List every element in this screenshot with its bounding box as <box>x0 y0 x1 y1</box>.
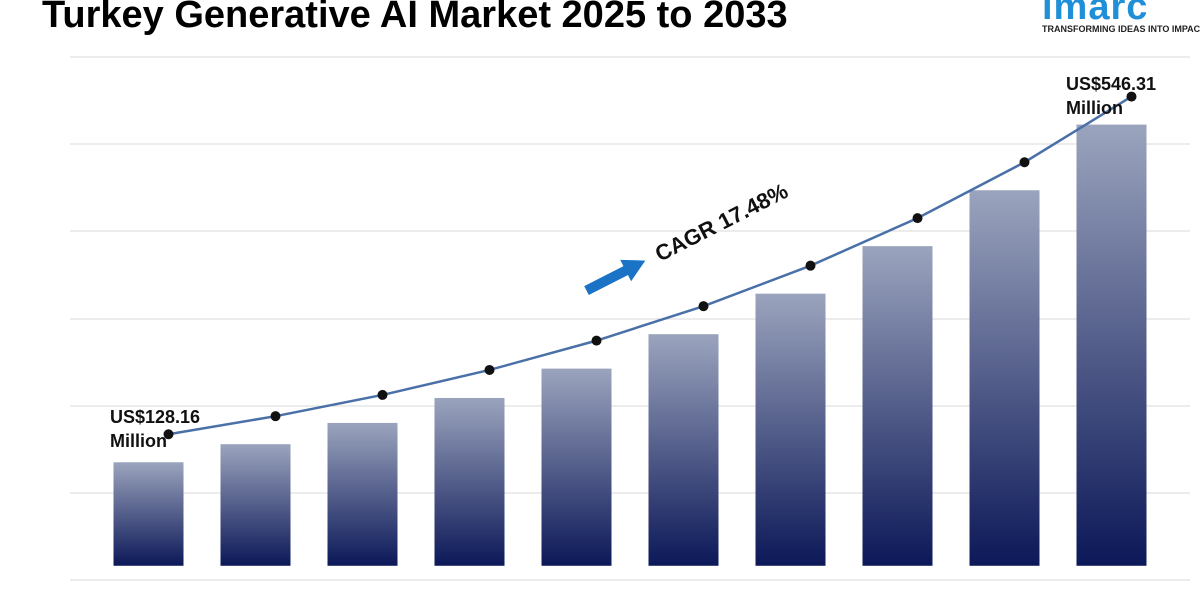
end-value-label: US$546.31 Million <box>1066 74 1157 118</box>
bar <box>648 334 719 566</box>
trend-point <box>270 411 281 422</box>
bar <box>434 397 505 566</box>
logo-tagline: TRANSFORMING IDEAS INTO IMPACT <box>1042 24 1200 34</box>
logo: imarc <box>1042 0 1149 28</box>
trend-line <box>168 95 1133 436</box>
bar <box>755 293 826 566</box>
trend-point <box>591 335 602 346</box>
bar <box>969 190 1040 566</box>
trend-point <box>1019 157 1030 168</box>
cagr-label: CAGR 17.48% <box>651 178 792 266</box>
bar <box>327 422 398 566</box>
bar <box>1076 124 1147 566</box>
trend-point <box>1126 91 1137 102</box>
bar <box>541 368 612 566</box>
trend-point <box>805 260 816 271</box>
trend-point <box>912 213 923 224</box>
bar <box>220 444 291 566</box>
trend-point <box>163 429 174 440</box>
trend-point <box>484 364 495 375</box>
start-value-label: US$128.16 Million <box>110 407 201 451</box>
trend-point <box>377 389 388 400</box>
trend-point <box>698 301 709 312</box>
chart-title: Turkey Generative AI Market 2025 to 2033 <box>42 0 788 36</box>
bar <box>862 246 933 566</box>
bar <box>113 462 184 566</box>
cagr-arrow <box>584 259 646 295</box>
